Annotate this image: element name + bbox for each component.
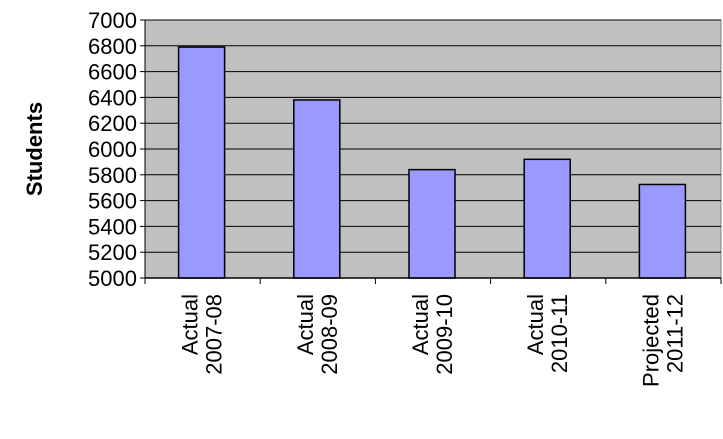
y-tick-label: 5200 xyxy=(88,240,137,265)
y-axis: 5000520054005600580060006200640066006800… xyxy=(88,8,146,291)
bar xyxy=(293,99,341,279)
x-tick-label: Actual2010-11 xyxy=(523,294,572,373)
y-tick-label: 6400 xyxy=(88,85,137,110)
y-tick-label: 6200 xyxy=(88,111,137,136)
gridlines xyxy=(145,19,721,253)
y-tick-label: 5400 xyxy=(88,214,137,239)
y-tick-label: 5800 xyxy=(88,163,137,188)
y-tick-label: 5000 xyxy=(88,266,137,291)
y-tick-label: 6000 xyxy=(88,137,137,162)
bar xyxy=(523,158,571,279)
x-tick-label: Actual2008-09 xyxy=(293,294,342,375)
bar xyxy=(177,46,226,279)
y-tick-label: 6600 xyxy=(88,60,137,85)
bar xyxy=(638,183,687,279)
x-tick-label: Projected2011-12 xyxy=(638,294,687,387)
y-tick-label: 5600 xyxy=(88,189,137,214)
y-axis-title: Students xyxy=(22,102,47,196)
bar xyxy=(408,168,456,279)
x-tick-label: Actual2009-10 xyxy=(408,294,457,375)
x-tick-label: Actual2007-08 xyxy=(178,294,227,375)
x-axis: Actual2007-08 Actual2008-09 Actual2009-10 A… xyxy=(144,277,722,387)
y-tick-label: 7000 xyxy=(88,8,137,33)
y-tick-label: 6800 xyxy=(88,34,137,59)
